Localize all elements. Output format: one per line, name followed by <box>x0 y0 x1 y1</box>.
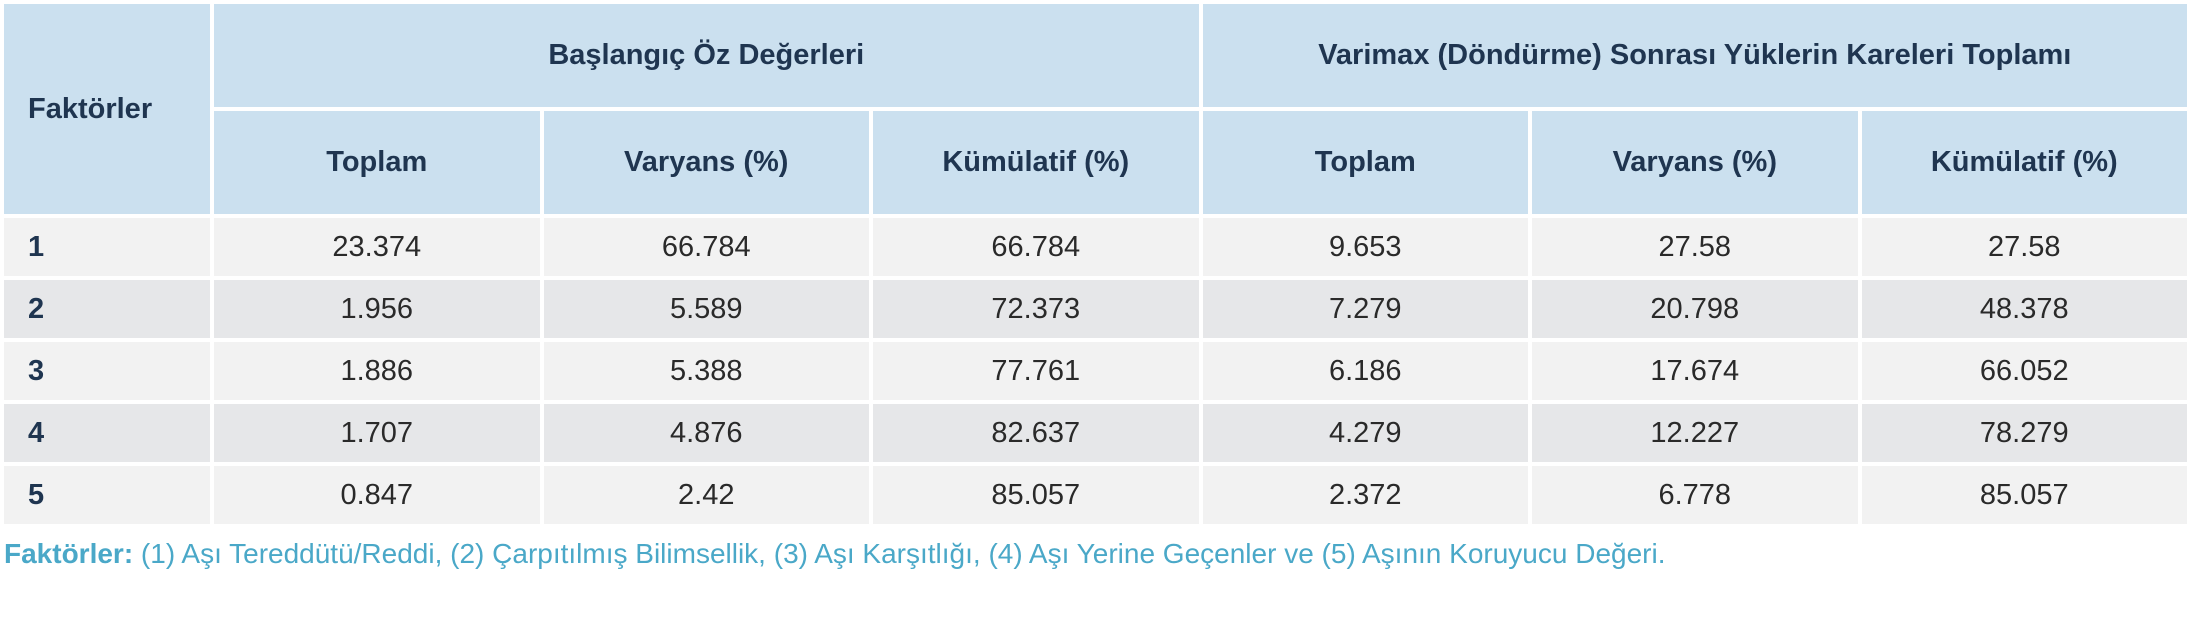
table-cell: 48.378 <box>1857 276 2187 342</box>
table-cell: 1.707 <box>210 400 544 466</box>
column-header-rotated-variance: Varyans (%) <box>1528 107 1862 218</box>
table-cell: 4.876 <box>539 400 873 466</box>
table-cell: 20.798 <box>1528 276 1862 342</box>
table-row: 1 23.374 66.784 66.784 9.653 27.58 27.58 <box>0 214 2187 280</box>
column-header-variance: Varyans (%) <box>539 107 873 218</box>
table-cell: 5.589 <box>539 276 873 342</box>
table-cell: 85.057 <box>1857 462 2187 528</box>
column-header-total: Toplam <box>210 107 544 218</box>
table-cell: 1.886 <box>210 338 544 404</box>
table-cell: 78.279 <box>1857 400 2187 466</box>
column-header-rotated-cumulative: Kümülatif (%) <box>1857 107 2187 218</box>
table-cell: 6.778 <box>1528 462 1862 528</box>
table-row: 5 0.847 2.42 85.057 2.372 6.778 85.057 <box>0 462 2187 528</box>
table-cell: 82.637 <box>869 400 1203 466</box>
table-footnote: Faktörler: (1) Aşı Tereddütü/Reddi, (2) … <box>0 538 2187 570</box>
factor-number: 2 <box>0 276 214 342</box>
group-header-rotation-sums: Varimax (Döndürme) Sonrası Yüklerin Kare… <box>1198 0 2187 111</box>
table-cell: 1.956 <box>210 276 544 342</box>
column-header-rotated-total: Toplam <box>1198 107 1533 218</box>
table-cell: 77.761 <box>869 338 1203 404</box>
footnote-text: (1) Aşı Tereddütü/Reddi, (2) Çarpıtılmış… <box>133 538 1666 569</box>
factor-analysis-table: Faktörler Başlangıç Öz Değerleri Varimax… <box>0 0 2187 528</box>
table-cell: 27.58 <box>1528 214 1862 280</box>
table-cell: 0.847 <box>210 462 544 528</box>
factor-analysis-table-wrapper: Faktörler Başlangıç Öz Değerleri Varimax… <box>0 0 2187 528</box>
factor-number: 5 <box>0 462 214 528</box>
factor-column-header: Faktörler <box>0 0 214 218</box>
table-row: 3 1.886 5.388 77.761 6.186 17.674 66.052 <box>0 338 2187 404</box>
table-cell: 66.784 <box>539 214 873 280</box>
table-cell: 4.279 <box>1198 400 1533 466</box>
table-cell: 17.674 <box>1528 338 1862 404</box>
table-cell: 66.052 <box>1857 338 2187 404</box>
footnote-label: Faktörler: <box>4 538 134 569</box>
table-cell: 66.784 <box>869 214 1203 280</box>
header-row-groups: Faktörler Başlangıç Öz Değerleri Varimax… <box>0 0 2187 218</box>
table-row: 2 1.956 5.589 72.373 7.279 20.798 48.378 <box>0 276 2187 342</box>
table-cell: 72.373 <box>869 276 1203 342</box>
table-cell: 12.227 <box>1528 400 1862 466</box>
factor-number: 4 <box>0 400 214 466</box>
table-cell: 5.388 <box>539 338 873 404</box>
table-cell: 7.279 <box>1198 276 1533 342</box>
table-cell: 2.42 <box>539 462 873 528</box>
table-cell: 27.58 <box>1857 214 2187 280</box>
table-row: 4 1.707 4.876 82.637 4.279 12.227 78.279 <box>0 400 2187 466</box>
table-header: Faktörler Başlangıç Öz Değerleri Varimax… <box>0 0 2187 218</box>
table-cell: 2.372 <box>1198 462 1533 528</box>
table-cell: 9.653 <box>1198 214 1533 280</box>
table-body: 1 23.374 66.784 66.784 9.653 27.58 27.58… <box>0 214 2187 528</box>
header-row-columns: Toplam Varyans (%) Kümülatif (%) Toplam … <box>2 107 2187 218</box>
table-cell: 23.374 <box>210 214 544 280</box>
factor-number: 1 <box>0 214 214 280</box>
factor-number: 3 <box>0 338 214 404</box>
table-cell: 85.057 <box>869 462 1203 528</box>
column-header-cumulative: Kümülatif (%) <box>869 107 1203 218</box>
group-header-initial-eigenvalues: Başlangıç Öz Değerleri <box>210 0 1203 111</box>
table-cell: 6.186 <box>1198 338 1533 404</box>
